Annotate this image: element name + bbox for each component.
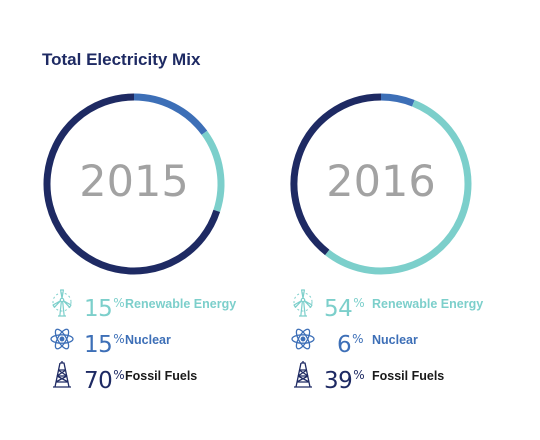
donut-svg-2016: 2016 (290, 93, 472, 275)
donut-slice-fossil-fuels-2015 (43, 93, 221, 275)
legend-label: Fossil Fuels (125, 369, 198, 383)
donut-slice-renewable-energy-2016 (325, 99, 472, 275)
donut-chart-2015: 2015 (39, 89, 229, 279)
donut-slice-nuclear-2015 (133, 93, 208, 135)
donut-chart-2016: 2016 (286, 89, 476, 279)
legend-row-nuclear-2016: 6% Nuclear (288, 324, 528, 358)
atom-icon (288, 324, 318, 354)
wind-turbine-icon (288, 288, 318, 318)
percent-value: 54% (324, 296, 365, 322)
atom-icon (47, 324, 77, 354)
wind-turbine-icon (47, 288, 77, 318)
donut-slice-renewable-energy-2015 (201, 130, 225, 212)
donut-center-year-2015: 2015 (79, 157, 188, 207)
legend-label: Nuclear (125, 333, 171, 347)
donut-center-year-2016: 2016 (326, 157, 435, 207)
chart-title: Total Electricity Mix (42, 50, 201, 69)
percent-value: 39% (324, 368, 365, 394)
legend-row-fossil-2016: 39% Fossil Fuels (288, 360, 528, 394)
percent-value: 15% (84, 296, 125, 322)
oil-derrick-icon (47, 360, 77, 390)
legend-row-nuclear-2015: 15% Nuclear (47, 324, 287, 358)
oil-derrick-icon (288, 360, 318, 390)
donut-slice-nuclear-2016 (380, 93, 415, 107)
legend-label: Renewable Energy (372, 297, 484, 311)
legend-label: Fossil Fuels (372, 369, 445, 383)
percent-value: 15% (84, 332, 125, 358)
legend-row-renewable-2015: 15% Renewable Energy (47, 288, 287, 322)
legend-label: Renewable Energy (125, 297, 237, 311)
percent-value: 6% (337, 332, 364, 358)
donut-svg-2015: 2015 (43, 93, 225, 275)
donut-slice-fossil-fuels-2016 (290, 93, 382, 256)
legend-label: Nuclear (372, 333, 418, 347)
percent-value: 70% (84, 368, 125, 394)
legend-row-renewable-2016: 54% Renewable Energy (288, 288, 528, 322)
legend-row-fossil-2015: 70% Fossil Fuels (47, 360, 287, 394)
